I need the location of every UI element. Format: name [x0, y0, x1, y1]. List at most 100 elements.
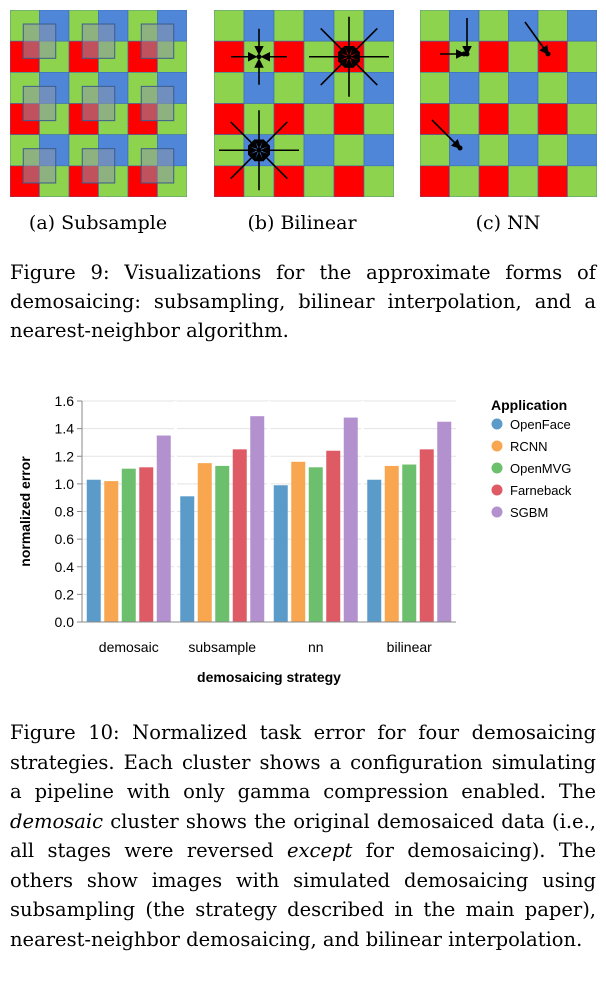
bar-rcnn-bilinear: [384, 465, 399, 622]
bayer-pixel: [508, 165, 539, 197]
y-tick-label: 1.4: [55, 421, 75, 437]
y-tick-label: 0.6: [55, 531, 75, 547]
bayer-pixel: [508, 72, 539, 104]
bayer-pixel: [478, 165, 509, 197]
bayer-mosaic: [420, 10, 597, 197]
x-category-label: subsample: [188, 639, 256, 655]
bar-sgbm-bilinear: [437, 421, 452, 622]
bar-rcnn-nn: [291, 461, 306, 622]
bayer-pixel: [537, 72, 568, 104]
bayer-pixel: [449, 40, 480, 73]
bayer-pixel: [449, 165, 480, 197]
bayer-pixel: [478, 10, 509, 42]
x-category-label: bilinear: [387, 639, 432, 655]
x-axis-label: demosaicing strategy: [197, 669, 341, 685]
bayer-pixel: [508, 40, 539, 73]
bar-openmvg-nn: [308, 467, 323, 622]
bar-farneback-demosaic: [139, 467, 154, 622]
bayer-pixel: [449, 103, 480, 135]
target-pixel-dot: [256, 147, 262, 153]
legend-swatch: [491, 484, 503, 496]
bayer-pixel: [333, 103, 365, 135]
bar-farneback-subsample: [232, 449, 247, 622]
x-category-label: demosaic: [99, 639, 159, 655]
bar-sgbm-nn: [343, 417, 358, 622]
subsample-block: [22, 23, 57, 59]
legend-label: OpenFace: [510, 417, 571, 432]
nn-arrows: [431, 18, 551, 151]
subsample-overlays: [22, 23, 175, 184]
bayer-pixel: [478, 72, 509, 104]
bayer-pixel: [363, 103, 394, 135]
legend-label: SGBM: [510, 505, 548, 520]
subsample-block: [22, 148, 57, 184]
legend-swatch: [491, 418, 503, 430]
target-pixel-dot: [545, 51, 551, 57]
subsample-block: [81, 85, 116, 122]
subsample-block: [140, 23, 175, 59]
target-pixel-dot: [346, 54, 352, 60]
bar-openface-nn: [273, 485, 288, 622]
legend: Application OpenFace RCNN OpenMVG Farneback S…: [491, 397, 572, 520]
target-pixel-dot: [256, 54, 262, 60]
target-pixel-dot: [461, 51, 467, 57]
bayer-pixel: [333, 165, 365, 197]
bayer-pixel: [449, 72, 480, 104]
bayer-pixel: [273, 72, 305, 104]
bayer-pixel: [420, 10, 450, 42]
bayer-pixel: [420, 134, 450, 167]
bar-sgbm-demosaic: [156, 435, 171, 622]
legend-label: OpenMVG: [510, 461, 571, 476]
bayer-pixel: [333, 134, 365, 167]
y-tick-label: 0.4: [55, 559, 75, 575]
subsample-block: [140, 148, 175, 184]
bar-openface-demosaic: [86, 479, 101, 622]
bayer-pixel: [273, 10, 305, 42]
bayer-pixel: [478, 40, 509, 73]
target-pixel-dot: [457, 145, 463, 151]
interpolation-arrow: [320, 57, 349, 86]
y-tick-label: 1.6: [55, 393, 75, 409]
interpolation-arrows: [219, 16, 389, 191]
bar-openmvg-demosaic: [121, 468, 136, 622]
bar-openface-subsample: [180, 496, 195, 622]
legend-swatch: [491, 440, 503, 452]
interpolation-arrow: [349, 57, 378, 86]
nn-arrow: [431, 119, 462, 150]
bar-openmvg-subsample: [215, 465, 230, 622]
subcaption-c: (c) NN: [475, 212, 541, 234]
bayer-pixel: [567, 40, 597, 73]
bayer-pixel: [567, 72, 597, 104]
y-tick-label: 1.0: [55, 476, 75, 492]
interpolation-arrow: [259, 151, 288, 180]
subcaption-a: (a) Subsample: [28, 212, 168, 234]
subsample-block: [81, 23, 116, 59]
bayer-pixel: [567, 103, 597, 135]
bayer-pixel: [363, 165, 394, 197]
subsample-block: [22, 85, 57, 122]
bayer-pixel: [478, 134, 509, 167]
legend-label: Farneback: [510, 483, 572, 498]
bayer-pixel: [537, 10, 568, 42]
bayer-pixel: [420, 103, 450, 135]
bar-openface-bilinear: [367, 479, 382, 622]
bayer-pixel: [567, 10, 597, 42]
normalized-error-bar-chart: 0.0 0.2 0.4 0.6 0.8 1.0 1.2 1.4 1.6 normalized er…: [17, 393, 572, 685]
bar-openmvg-bilinear: [402, 464, 417, 622]
figure-9-caption: Figure 9: Visualizations for the approxi…: [10, 261, 596, 342]
interpolation-arrow: [230, 151, 259, 180]
bars: [86, 401, 452, 622]
bayer-pixel: [449, 10, 480, 42]
bilinear-grid-illustration: [214, 10, 394, 197]
figure-10-caption: Figure 10: Normalized task error for fou…: [10, 721, 596, 951]
legend-title: Application: [491, 397, 567, 413]
y-axis-label: normalized error: [17, 456, 33, 567]
subcaption-b: (b) Bilinear: [247, 212, 357, 234]
bayer-pixel: [478, 103, 509, 135]
x-category-label: nn: [308, 639, 324, 655]
interpolation-arrow: [320, 27, 349, 56]
legend-swatch: [491, 506, 503, 518]
y-tick-label: 0.8: [55, 504, 75, 520]
bar-sgbm-subsample: [250, 416, 265, 622]
bayer-pixel: [537, 134, 568, 167]
